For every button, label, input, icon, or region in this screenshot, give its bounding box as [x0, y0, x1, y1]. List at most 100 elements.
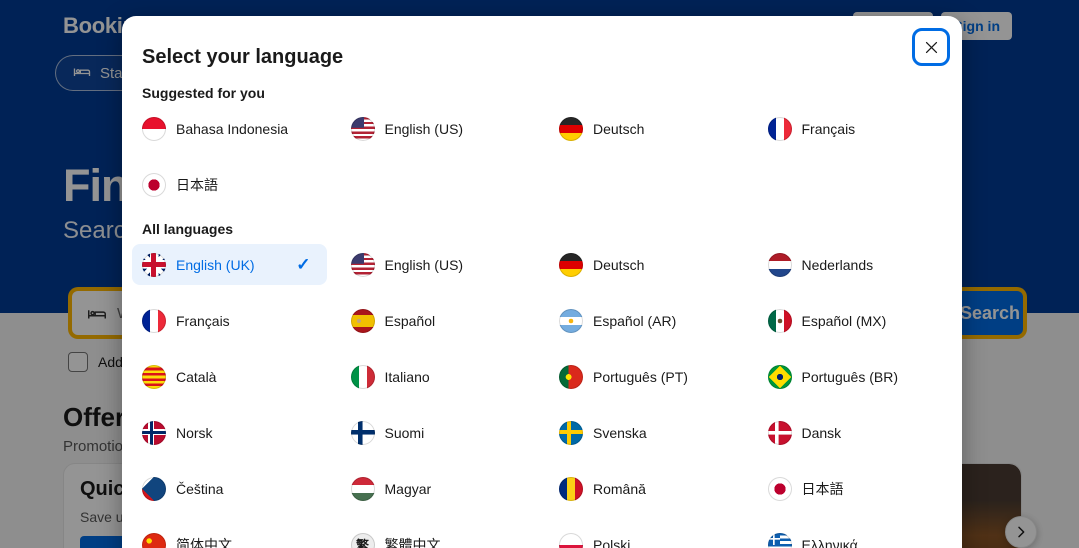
language-label: Português (BR) [801, 368, 898, 385]
language-option[interactable]: Română ✓ [549, 468, 744, 509]
suggested-section-label: Suggested for you [142, 85, 265, 101]
flag-icon [559, 252, 583, 277]
language-option[interactable]: Español (AR) ✓ [549, 300, 744, 341]
flag-icon [559, 476, 583, 501]
language-option[interactable]: Italiano ✓ [341, 356, 536, 397]
language-label: Español (MX) [801, 312, 887, 329]
flag-icon [142, 116, 166, 141]
flag-icon [142, 532, 166, 548]
language-option[interactable]: Magyar ✓ [341, 468, 536, 509]
language-label: Polski [593, 536, 631, 548]
language-option[interactable]: Español (MX) ✓ [758, 300, 953, 341]
flag-icon [767, 252, 792, 277]
language-option[interactable]: Ελληνικά ✓ [758, 524, 953, 548]
language-label: 日本語 [801, 480, 844, 497]
language-label: English (US) [384, 256, 464, 273]
flag-icon [142, 252, 166, 277]
language-label: Deutsch [593, 256, 645, 273]
close-icon [925, 41, 937, 53]
language-label: English (UK) [176, 256, 255, 273]
language-option[interactable]: 日本語 ✓ [132, 164, 327, 205]
flag-icon [142, 308, 166, 333]
flag-icon [767, 476, 792, 501]
language-option[interactable]: Dansk ✓ [758, 412, 953, 453]
language-option[interactable]: English (US) ✓ [341, 108, 536, 149]
language-option[interactable]: Français ✓ [758, 108, 953, 149]
language-label: Norsk [176, 424, 213, 441]
language-option[interactable]: Français ✓ [132, 300, 327, 341]
search-button[interactable]: Search [957, 291, 1023, 335]
flag-icon [142, 172, 166, 197]
language-label: Español (AR) [593, 312, 677, 329]
flag-icon [142, 420, 166, 445]
language-label: Čeština [176, 480, 224, 497]
all-language-grid: English (UK) ✓ English (US) ✓ Deutsch ✓ … [132, 244, 952, 548]
language-option[interactable]: Português (PT) ✓ [549, 356, 744, 397]
language-option[interactable]: Català ✓ [132, 356, 327, 397]
all-languages-section-label: All languages [142, 221, 234, 237]
flag-icon [559, 308, 583, 333]
language-label: English (US) [384, 120, 464, 137]
modal-title: Select your language [142, 46, 344, 68]
language-label: Français [176, 312, 230, 329]
bed-icon [72, 61, 92, 85]
language-option[interactable]: Português (BR) ✓ [758, 356, 953, 397]
flag-icon [350, 308, 375, 333]
language-option[interactable]: Polski ✓ [549, 524, 744, 548]
flag-icon [350, 116, 375, 141]
language-option[interactable]: 日本語 ✓ [758, 468, 953, 509]
add-flight-checkbox[interactable] [68, 352, 88, 372]
language-label: Română [593, 480, 646, 497]
language-label: 日本語 [176, 176, 218, 193]
language-label: Italiano [384, 368, 430, 385]
check-icon: ✓ [296, 254, 311, 274]
flag-icon [350, 364, 375, 389]
language-option[interactable]: English (US) ✓ [341, 244, 536, 285]
language-modal: Select your language Suggested for you B… [122, 16, 962, 548]
bed-icon [88, 310, 106, 319]
language-label: Español [384, 312, 436, 329]
flag-icon [142, 476, 166, 501]
language-label: Ελληνικά [801, 536, 858, 548]
language-option[interactable]: Deutsch ✓ [549, 108, 744, 149]
flag-icon [767, 532, 792, 548]
language-option[interactable]: English (UK) ✓ [132, 244, 327, 285]
flag-icon [767, 364, 792, 389]
language-label: Magyar [384, 480, 432, 497]
language-label: Deutsch [593, 120, 645, 137]
flag-icon [142, 364, 166, 389]
language-label: Nederlands [801, 256, 874, 273]
language-label: Català [176, 368, 217, 385]
language-label: Bahasa Indonesia [176, 120, 289, 137]
language-option[interactable]: Bahasa Indonesia ✓ [132, 108, 327, 149]
language-option[interactable]: Norsk ✓ [132, 412, 327, 453]
suggested-language-grid: Bahasa Indonesia ✓ English (US) ✓ Deutsc… [132, 108, 952, 205]
language-option[interactable]: Nederlands ✓ [758, 244, 953, 285]
flag-icon: 繁 [350, 532, 375, 548]
language-label: Português (PT) [593, 368, 688, 385]
language-option[interactable]: Čeština ✓ [132, 468, 327, 509]
language-label: 繁體中文 [384, 536, 441, 548]
close-button[interactable] [912, 28, 950, 66]
carousel-next-button[interactable] [1005, 516, 1037, 548]
flag-icon [350, 252, 375, 277]
flag-icon [767, 420, 792, 445]
flag-icon [767, 116, 792, 141]
language-option[interactable]: 繁 繁體中文 ✓ [341, 524, 536, 548]
language-option[interactable]: Deutsch ✓ [549, 244, 744, 285]
flag-icon [350, 476, 375, 501]
flag-icon [559, 116, 583, 141]
language-label: Suomi [384, 424, 425, 441]
language-option[interactable]: Español ✓ [341, 300, 536, 341]
flag-icon [767, 308, 792, 333]
language-option[interactable]: Svenska ✓ [549, 412, 744, 453]
flag-icon [559, 532, 583, 548]
flag-icon [559, 364, 583, 389]
language-option[interactable]: Suomi ✓ [341, 412, 536, 453]
chevron-right-icon [1018, 526, 1025, 538]
flag-icon [350, 420, 375, 445]
language-label: Français [801, 120, 856, 137]
flag-icon [559, 420, 583, 445]
language-label: Svenska [593, 424, 647, 441]
language-option[interactable]: 简体中文 ✓ [132, 524, 327, 548]
